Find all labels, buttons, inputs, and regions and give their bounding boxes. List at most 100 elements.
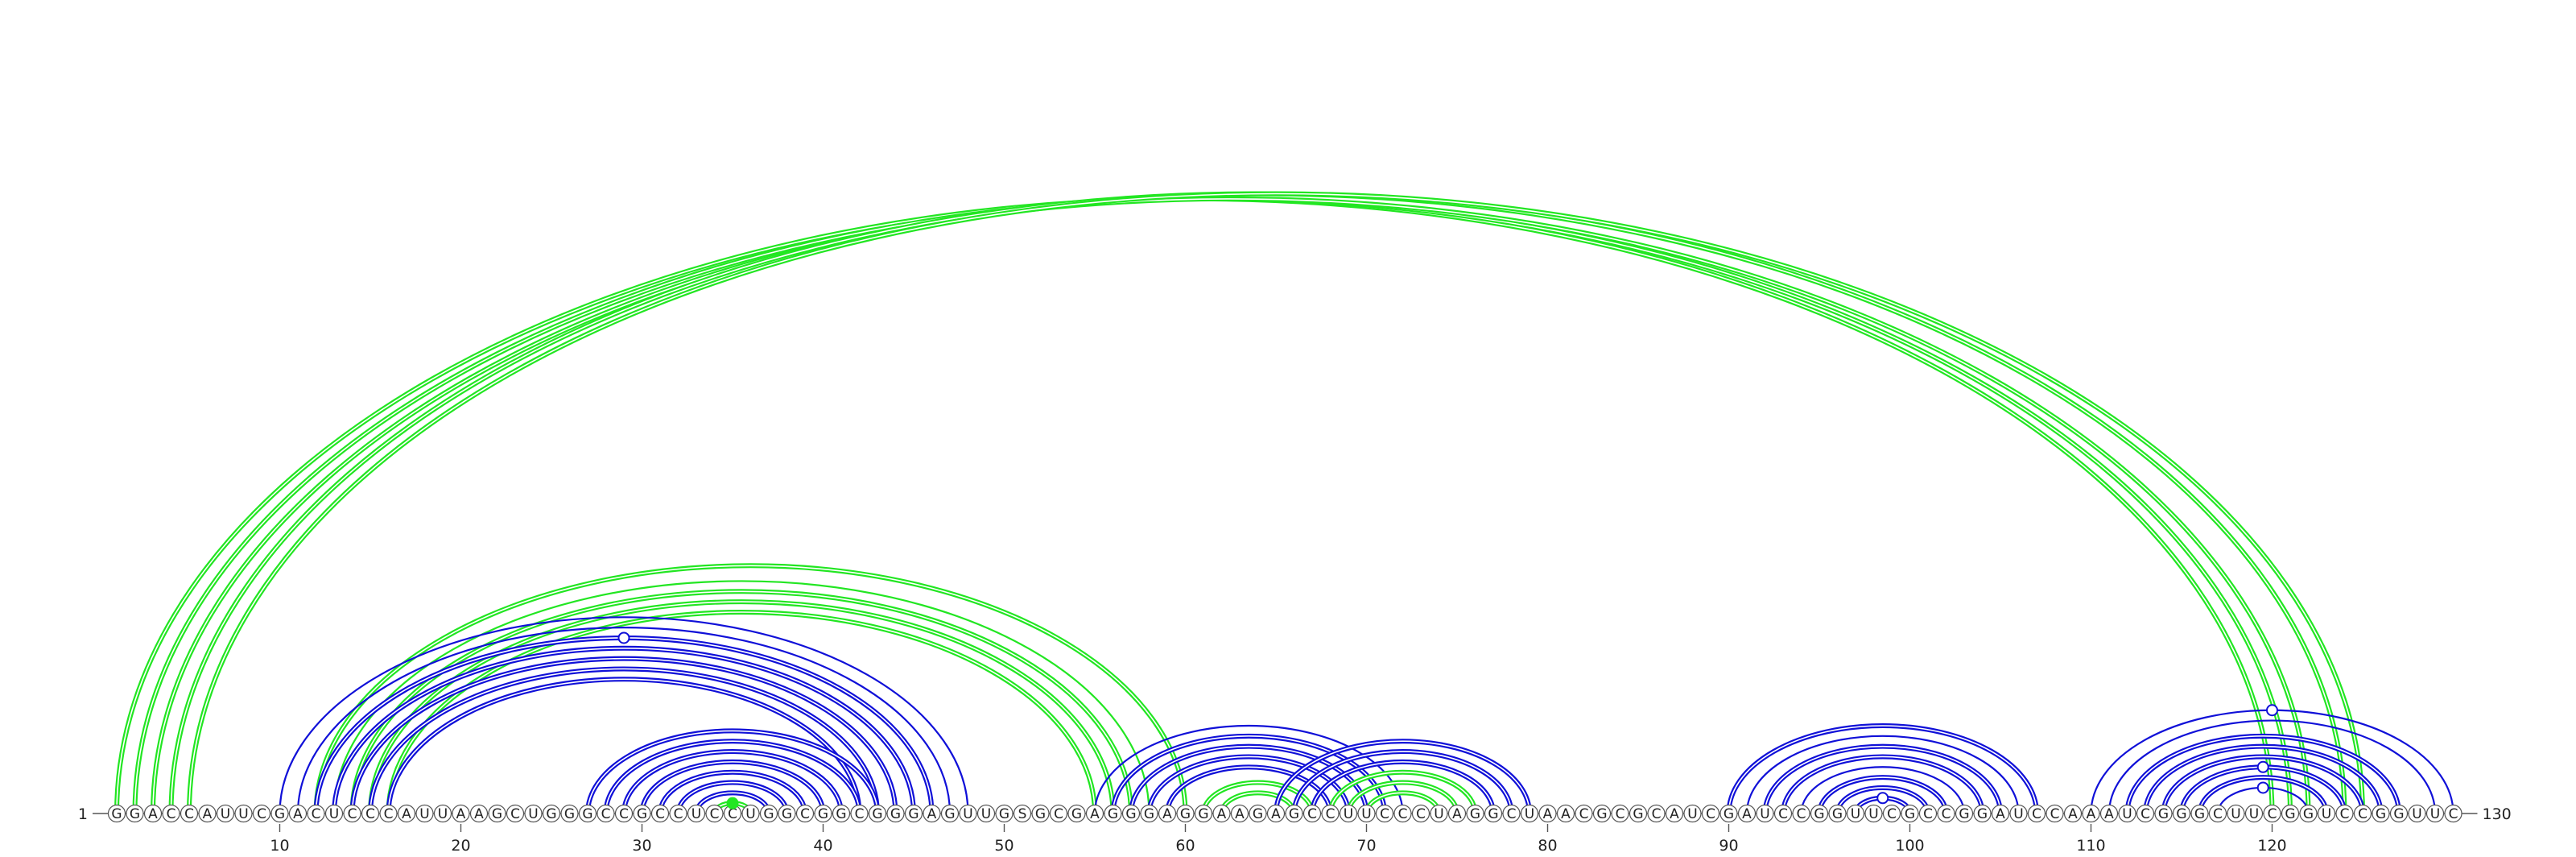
nucleotide-letter: G [782,806,792,822]
arc-gap-116-123 [2198,776,2327,814]
nucleotide-101: C [1918,804,1938,823]
pair-marker-97-100 [1876,792,1889,805]
nucleotide-circle [959,804,977,823]
nucleotide-29: C [614,804,634,823]
nucleotide-circle [2227,804,2245,823]
nucleotide-letter: G [130,806,140,822]
nucleotide-letter: G [944,806,955,822]
nucleotide-letter: C [710,806,720,822]
nucleotide-circle [940,804,960,823]
nucleotide-36: U [741,804,760,823]
arc-gap-30-40 [641,761,824,814]
tick-label-90: 90 [1719,837,1738,855]
arc-gap-12-60 [315,565,1187,814]
nucleotide-circle [1756,804,1774,823]
nucleotide-119: U [2244,804,2264,823]
nucleotide-circle [2027,804,2046,823]
nucleotide-letter: A [2087,806,2096,822]
nucleotide-5: C [180,804,199,823]
nucleotide-letter: A [1271,806,1281,822]
arc-gap-66-78 [1293,751,1513,814]
base-pair-arcs [114,191,2454,814]
nucleotide-97: U [1846,804,1865,823]
nucleotide-96: G [1828,804,1847,823]
nucleotide-122: G [2299,804,2318,823]
nucleotide-14: C [343,804,361,823]
nucleotide-80: A [1538,804,1557,823]
arc-gap-33-37 [696,792,770,814]
nucleotide-letter: A [2068,806,2078,822]
nucleotide-letter: G [1125,806,1136,822]
nucleotide-65: A [1266,804,1286,823]
nucleotide-letter: G [1470,806,1480,822]
nucleotide-circle [650,804,670,823]
nucleotide-123: U [2317,804,2336,823]
nucleotide-letter: S [1018,806,1027,822]
nucleotide-letter: G [818,806,828,822]
nucleotide-circle [324,804,344,823]
nucleotide-circle [2046,804,2064,823]
pair-marker-34-36 [726,797,739,809]
nucleotide-circle [1049,804,1068,823]
nucleotide-64: G [1249,804,1267,823]
nucleotide-circle [1176,804,1195,823]
nucleotide-letter: G [1289,806,1299,822]
arc-gap-13-45 [333,648,914,814]
nucleotide-56: G [1104,804,1122,823]
nucleotide-22: G [488,804,506,823]
nucleotide-circle [2244,804,2264,823]
nucleotide-letter: G [1035,806,1046,822]
nucleotide-91: A [1737,804,1757,823]
nucleotide-circle [778,804,796,823]
position-axis: 10 20 30 40 50 60 70 80 90 100 110 120 [270,824,2287,855]
nucleotide-circle [614,804,634,823]
nucleotide-88: U [1683,804,1702,823]
nucleotide-letter: U [981,806,991,822]
nucleotide-27: G [578,804,597,823]
nucleotide-circle [1321,804,1340,823]
nucleotide-letter: C [800,806,810,822]
nucleotide-letter: C [674,806,683,822]
nucleotide-letter: C [184,806,194,822]
tick-label-60: 60 [1175,837,1195,855]
nucleotide-circle [1538,804,1557,823]
nucleotide-20: A [452,804,470,823]
nucleotide-letter: C [855,806,865,822]
nucleotide-104: G [1973,804,1992,823]
nucleotide-38: G [778,804,796,823]
nucleotide-circle [1085,804,1104,823]
pair-marker-117-122 [2256,781,2269,794]
arc-gap-5-125 [188,193,2363,814]
nucleotide-letter: A [1235,806,1245,822]
nucleotide-letter: A [1452,806,1462,822]
tick-label-50: 50 [994,837,1013,855]
nucleotide-circle [1140,804,1158,823]
nucleotide-92: U [1756,804,1774,823]
nucleotide-circle [234,804,253,823]
arc-gap-114-125 [2162,756,2363,814]
tick-label-20: 20 [451,837,470,855]
nucleotide-9: C [252,804,271,823]
arc-gap-27-43 [587,730,878,814]
nucleotide-letter: C [1398,806,1408,822]
nucleotide-75: A [1447,804,1467,823]
nucleotide-letter: C [1652,806,1662,822]
nucleotide-letter: G [1071,806,1082,822]
nucleotide-circle [1375,804,1394,823]
arc-gap-68-76 [1329,771,1476,814]
nucleotide-113: C [2136,804,2155,823]
nucleotide-circle [180,804,199,823]
nucleotide-letter: G [1180,806,1191,822]
nucleotide-67: C [1302,804,1322,823]
nucleotide-124: C [2335,804,2354,823]
nucleotide-circle [1285,804,1303,823]
nucleotide-55: A [1085,804,1104,823]
nucleotide-letter: C [510,806,520,822]
nucleotide-letter: A [1561,806,1571,822]
nucleotide-circle [1592,804,1612,823]
nucleotide-letter: G [1905,806,1915,822]
nucleotide-letter: C [2050,806,2060,822]
nucleotide-letter: C [2032,806,2041,822]
nucleotide-circle [904,804,923,823]
arc-gap-2-121 [134,198,2291,814]
